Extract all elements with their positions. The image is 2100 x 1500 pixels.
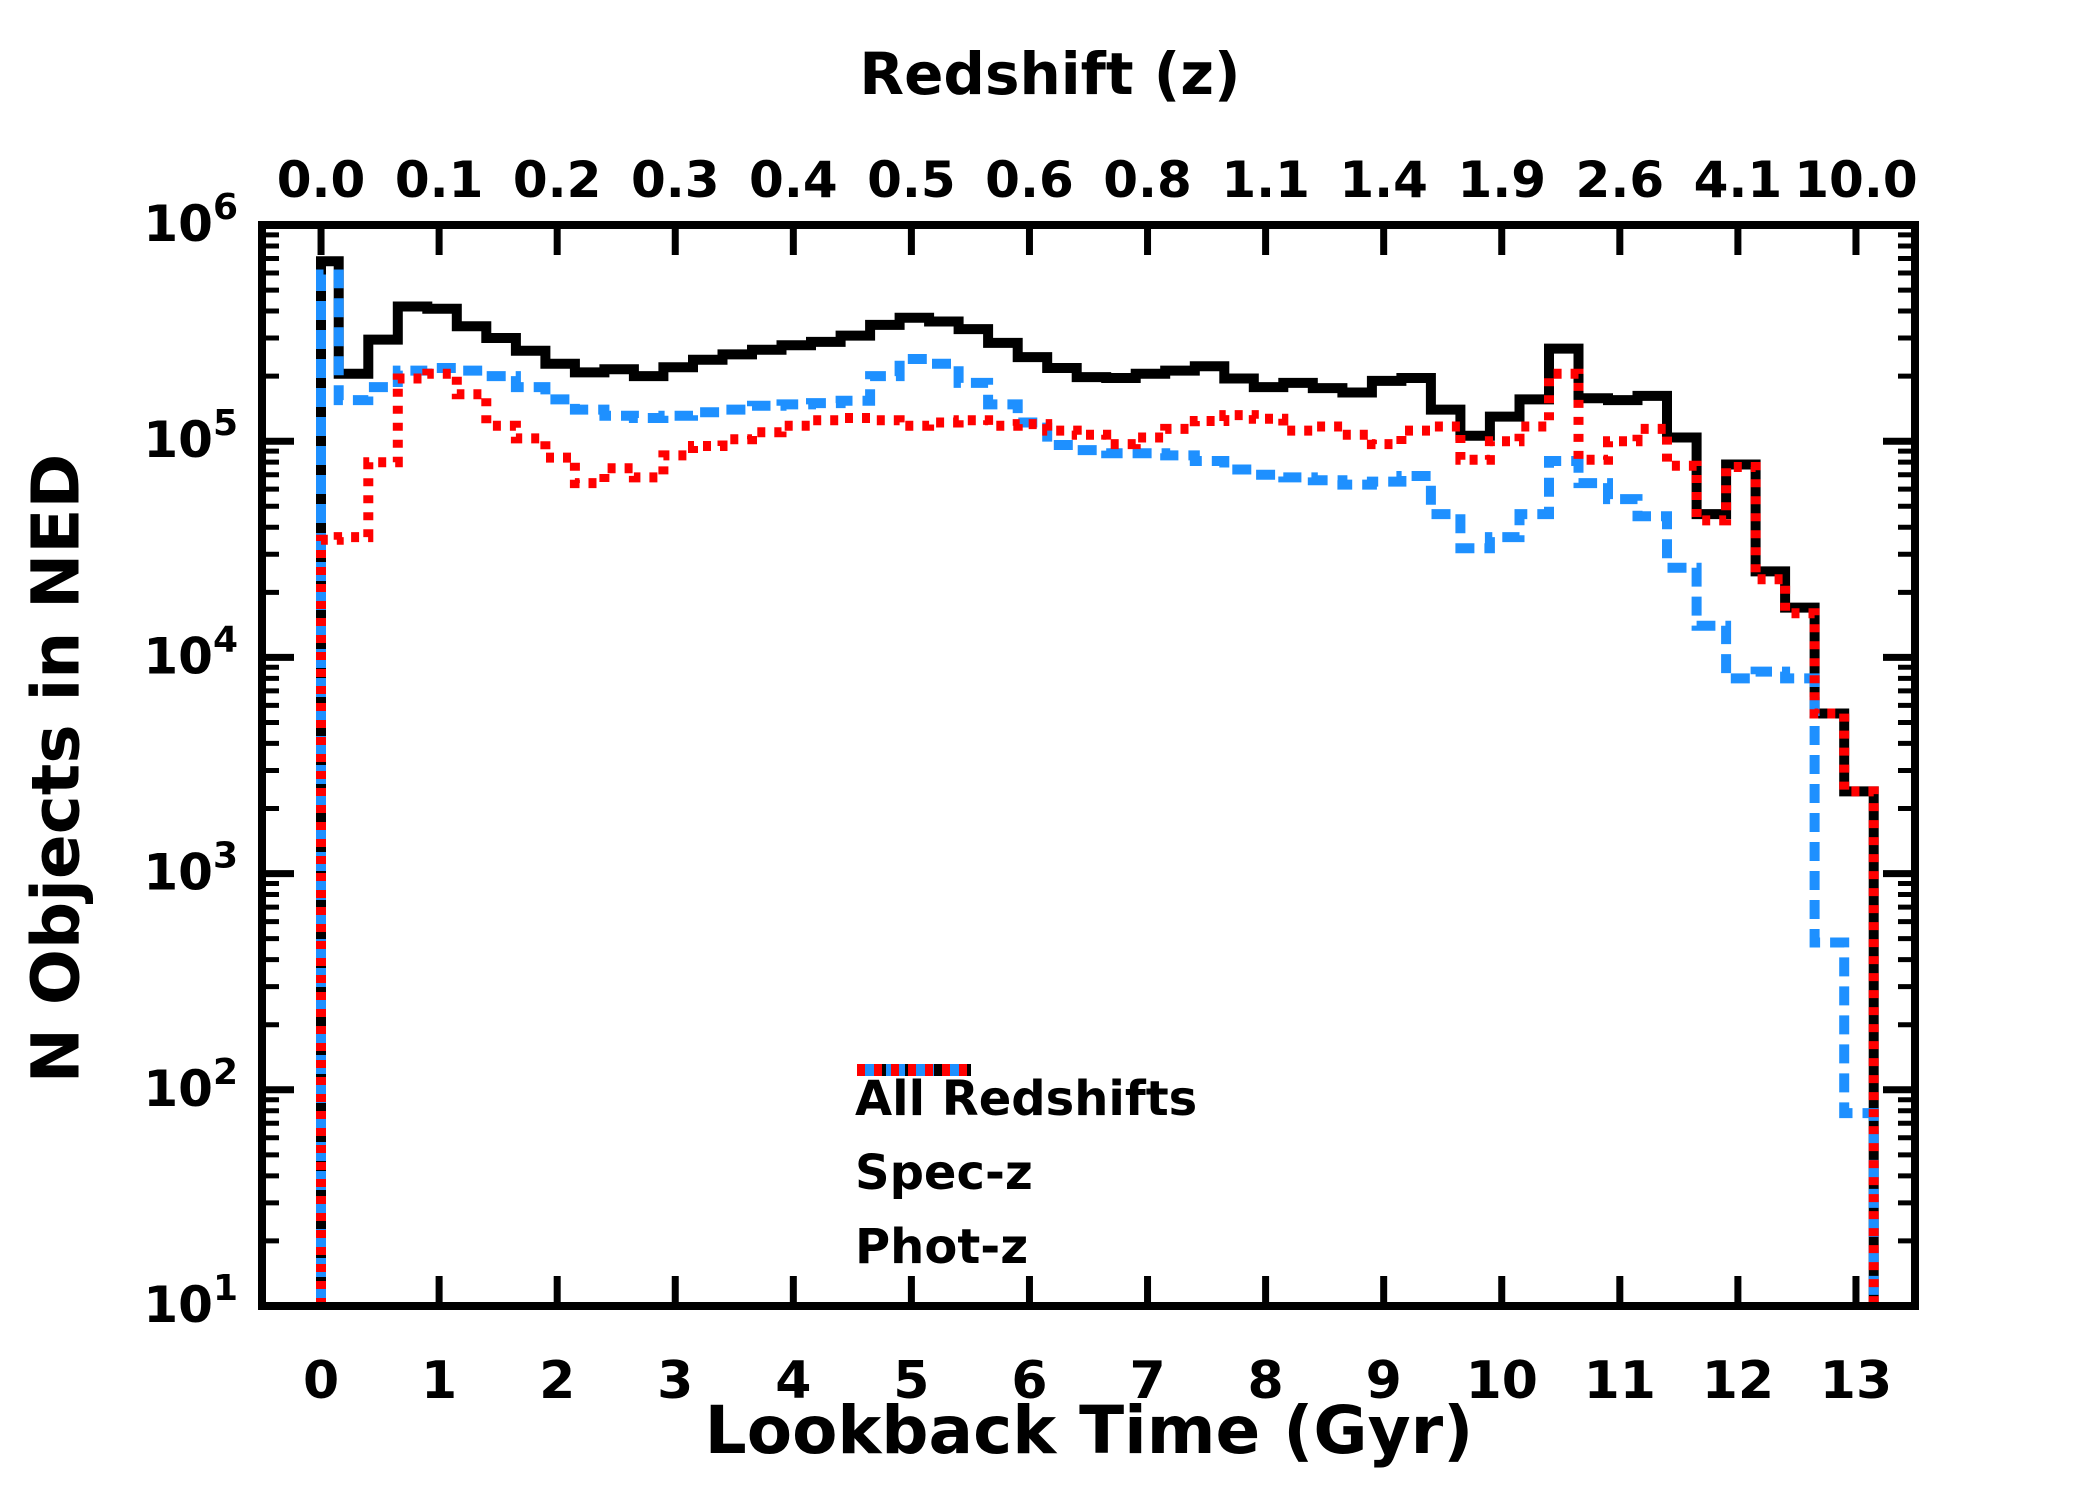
svg-text:10.0: 10.0 xyxy=(1794,151,1917,209)
svg-text:0.1: 0.1 xyxy=(395,151,484,209)
series-line-phot-z xyxy=(316,368,1879,1306)
legend-item-spec-z: Spec-z xyxy=(855,1064,1197,1210)
svg-text:0.0: 0.0 xyxy=(277,151,366,209)
plot-frame xyxy=(258,221,1919,1310)
svg-text:8: 8 xyxy=(1248,1351,1284,1411)
svg-text:0: 0 xyxy=(303,1351,339,1411)
x-axis-title: Lookback Time (Gyr) xyxy=(704,1392,1474,1469)
svg-text:103: 103 xyxy=(143,836,238,902)
svg-text:101: 101 xyxy=(143,1268,238,1334)
svg-text:106: 106 xyxy=(143,187,238,253)
svg-text:102: 102 xyxy=(143,1052,238,1118)
svg-text:0.8: 0.8 xyxy=(1103,151,1192,209)
svg-text:0.4: 0.4 xyxy=(749,151,838,209)
top-axis-title: Redshift (z) xyxy=(859,40,1241,108)
svg-text:1.4: 1.4 xyxy=(1339,151,1428,209)
legend-label: Phot-z xyxy=(855,1219,1029,1275)
legend-item-phot-z: Phot-z xyxy=(855,1064,1197,1284)
legend-label: All Redshifts xyxy=(855,1071,1198,1127)
svg-text:0.2: 0.2 xyxy=(513,151,602,209)
svg-text:1.1: 1.1 xyxy=(1221,151,1310,209)
svg-text:2.6: 2.6 xyxy=(1576,151,1665,209)
svg-text:0.5: 0.5 xyxy=(867,151,956,209)
svg-text:1.9: 1.9 xyxy=(1457,151,1546,209)
series-line-spec-z xyxy=(316,269,1879,1306)
svg-text:0.3: 0.3 xyxy=(631,151,720,209)
svg-text:13: 13 xyxy=(1820,1351,1892,1411)
svg-text:7: 7 xyxy=(1129,1351,1165,1411)
svg-text:3: 3 xyxy=(657,1351,693,1411)
svg-text:6: 6 xyxy=(1011,1351,1047,1411)
svg-text:104: 104 xyxy=(143,619,238,685)
legend: All Redshifts Spec-z Phot-z xyxy=(855,1062,1197,1284)
svg-text:12: 12 xyxy=(1702,1351,1774,1411)
legend-label: Spec-z xyxy=(855,1145,1033,1201)
legend-line-dotted-icon xyxy=(857,1064,971,1076)
svg-text:105: 105 xyxy=(143,403,238,469)
series-line-all-redshifts xyxy=(316,256,1879,1306)
svg-text:9: 9 xyxy=(1366,1351,1402,1411)
svg-text:11: 11 xyxy=(1584,1351,1656,1411)
svg-text:4.1: 4.1 xyxy=(1694,151,1783,209)
svg-text:5: 5 xyxy=(893,1351,929,1411)
svg-text:4: 4 xyxy=(775,1351,811,1411)
svg-text:1: 1 xyxy=(421,1351,457,1411)
svg-text:10: 10 xyxy=(1466,1351,1538,1411)
y-axis-title: N Objects in NED xyxy=(17,453,95,1084)
tick-labels: 0 1 2 3 4 5 6 7 8 9 10 11 12 130.0 0.1 0.2 0.3 0.4 0.5 0.6 0… xyxy=(143,151,1917,1411)
svg-text:0.6: 0.6 xyxy=(985,151,1074,209)
svg-text:2: 2 xyxy=(539,1351,575,1411)
